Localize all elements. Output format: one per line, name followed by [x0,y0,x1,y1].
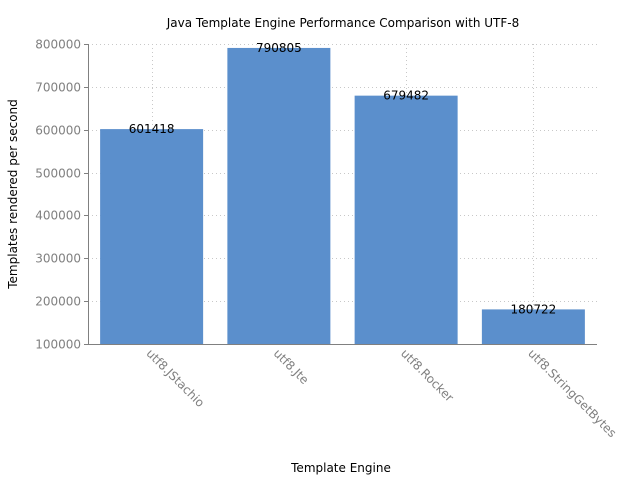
bar [227,47,331,345]
y-tick-label: 400000 [35,209,81,223]
data-labels: 601418 790805 679482 180722 [129,41,557,316]
y-tick-label: 800000 [35,38,81,52]
x-axis-title: Template Engine [290,461,391,475]
data-label: 180722 [510,302,556,316]
bar [100,129,204,344]
y-tick-label: 600000 [35,124,81,138]
bar [354,95,458,344]
bar [481,309,585,344]
y-tick-label: 100000 [35,338,81,352]
y-tick-label: 500000 [35,167,81,181]
data-label: 601418 [129,122,175,136]
chart-title: Java Template Engine Performance Compari… [166,16,519,30]
data-label: 679482 [383,89,429,103]
y-tick-label: 700000 [35,81,81,95]
y-axis-title: Templates rendered per second [6,99,20,290]
data-label: 790805 [256,41,302,55]
y-tick-label: 200000 [35,295,81,309]
y-tick-label: 300000 [35,252,81,266]
bars [100,47,585,345]
